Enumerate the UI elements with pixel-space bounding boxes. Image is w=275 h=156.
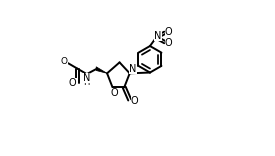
Text: O: O	[131, 96, 138, 106]
Text: O: O	[165, 27, 172, 37]
Text: O: O	[69, 78, 76, 88]
Text: O: O	[165, 38, 172, 48]
Text: N: N	[130, 64, 137, 74]
Text: H: H	[84, 78, 90, 87]
Text: N: N	[83, 73, 90, 83]
Text: N: N	[154, 31, 162, 41]
Polygon shape	[96, 67, 107, 73]
Text: O: O	[61, 57, 68, 66]
Text: O: O	[110, 88, 118, 98]
